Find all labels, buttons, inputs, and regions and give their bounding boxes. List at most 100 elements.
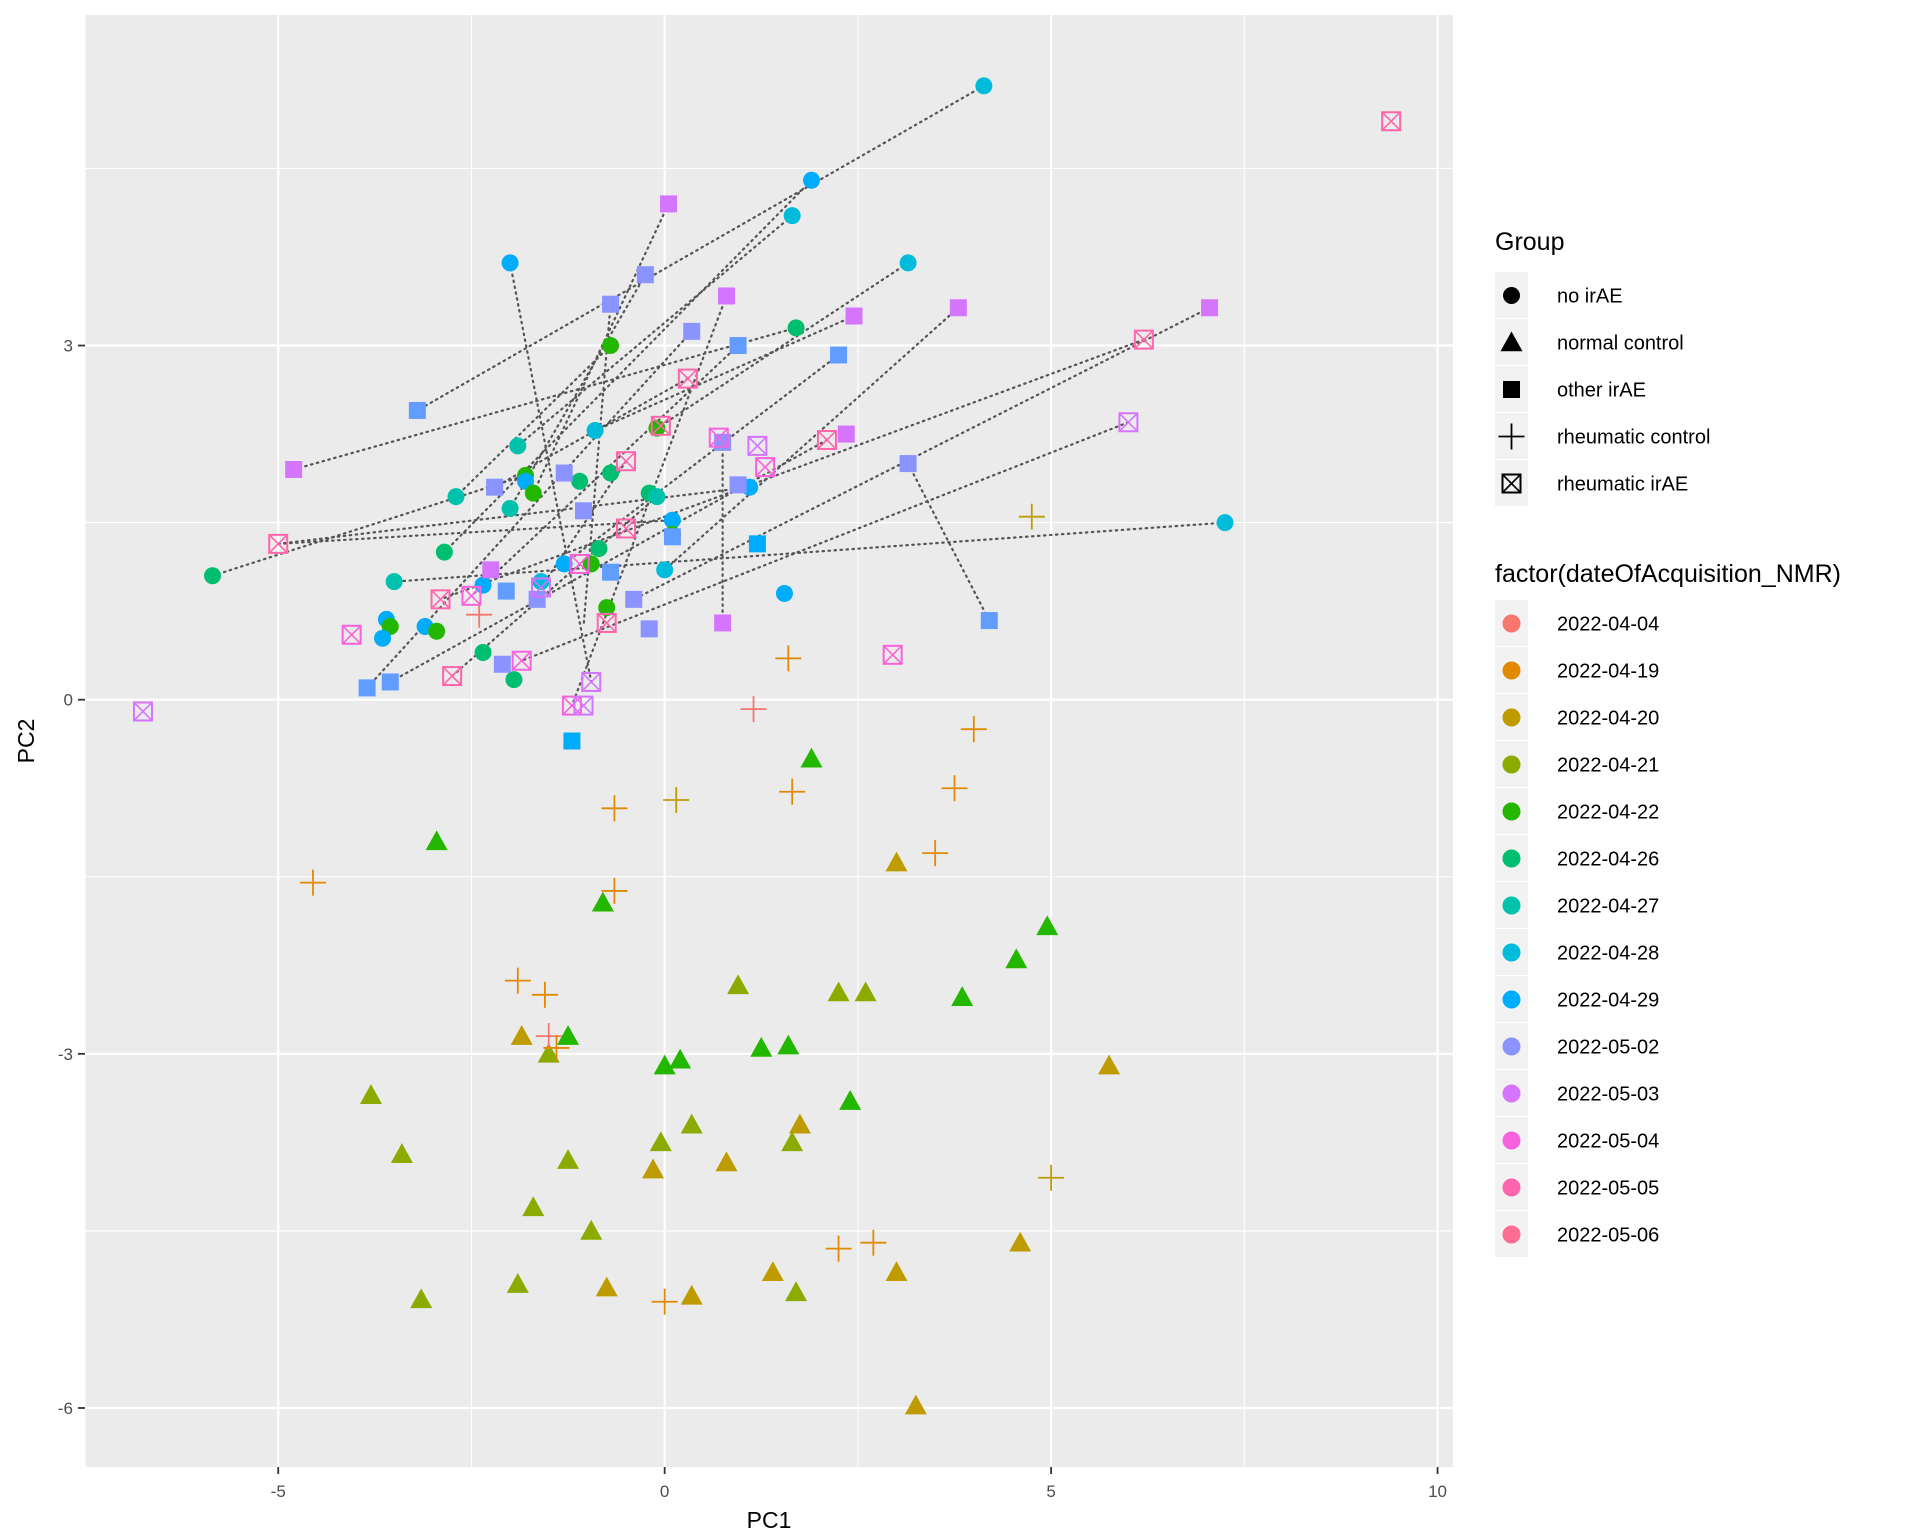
data-points (132, 77, 1402, 1415)
legend-color-label: 2022-04-04 (1557, 614, 1659, 636)
boxx-box (581, 671, 602, 692)
data-point (602, 295, 620, 313)
connection-line (570, 294, 728, 707)
boxx-diag2 (817, 430, 837, 450)
boxx-diag2 (570, 554, 590, 574)
data-point (557, 1025, 580, 1045)
boxx-diag2 (709, 428, 729, 448)
data-point (557, 1149, 580, 1169)
data-point (385, 573, 403, 591)
data-point (669, 1048, 692, 1069)
legend-color-swatch (1502, 1225, 1521, 1244)
boxx-box (755, 457, 776, 478)
data-point (602, 563, 620, 581)
boxx-diag2 (651, 416, 671, 436)
x-tick-label: -5 (271, 1482, 286, 1501)
data-point (204, 567, 222, 585)
data-point (591, 891, 614, 912)
data-point (1018, 503, 1045, 530)
data-point (717, 287, 735, 305)
data-point (648, 488, 666, 506)
boxx-box (816, 429, 837, 450)
data-point (390, 1143, 413, 1163)
data-point (410, 1288, 433, 1309)
boxx-diag2 (678, 369, 698, 389)
data-point (1201, 299, 1219, 317)
data-point (358, 679, 376, 697)
data-point (816, 429, 837, 450)
connection-line (454, 344, 612, 498)
data-point (839, 1090, 862, 1110)
legend-color-label: 2022-04-21 (1557, 755, 1659, 777)
data-point (1005, 948, 1028, 969)
x-tick-label: 5 (1046, 1482, 1055, 1501)
connection-line (663, 306, 960, 571)
data-point (601, 877, 628, 904)
data-point (649, 1131, 672, 1152)
legend-color-swatch (1502, 1178, 1521, 1197)
data-point (783, 207, 801, 225)
boxx-diag2 (581, 672, 601, 692)
data-point (381, 673, 399, 691)
boxx-box (616, 451, 637, 472)
boxx-diag2 (268, 534, 288, 554)
data-point (750, 1036, 773, 1057)
boxx-diag2 (1381, 111, 1401, 131)
connection-line (493, 377, 689, 489)
data-point (341, 624, 362, 645)
boxx-box (132, 701, 153, 722)
data-point (596, 612, 617, 633)
connection-line (277, 519, 674, 545)
data-point (563, 732, 581, 750)
data-point (729, 476, 747, 494)
legend-group-label: normal control (1557, 333, 1684, 355)
legend-group: Group no irAE normal control other irAE rheu… (1495, 228, 1710, 506)
data-point (663, 528, 681, 546)
data-point (650, 415, 671, 436)
data-point (575, 502, 593, 520)
data-point (825, 1235, 852, 1262)
boxx-box (1381, 111, 1402, 132)
legend-color-swatch (1502, 614, 1521, 633)
plot-panel (85, 15, 1453, 1467)
legend-color-swatch (1502, 708, 1521, 727)
boxx-diag2 (616, 518, 636, 539)
axes: -5 0 5 10 -6 -3 0 3 PC1 PC2 (13, 337, 1447, 1533)
legend-color-label: 2022-04-20 (1557, 708, 1659, 730)
legend-color-label: 2022-04-19 (1557, 661, 1659, 683)
data-point (785, 1281, 808, 1302)
legend-color-label: 2022-05-04 (1557, 1131, 1659, 1153)
data-point (787, 319, 805, 337)
data-point (447, 488, 465, 506)
data-point (680, 1113, 703, 1134)
boxx-box (569, 553, 590, 574)
data-point (531, 981, 558, 1008)
data-point (708, 427, 729, 448)
data-point (461, 585, 482, 606)
legend-color-swatch (1502, 849, 1521, 868)
boxx-diag2 (883, 645, 903, 665)
data-point (569, 553, 590, 574)
data-point (595, 1276, 618, 1297)
data-point (904, 1394, 927, 1415)
data-point (555, 464, 573, 482)
boxx-diag2 (531, 577, 551, 598)
legend-group-label: no irAE (1557, 286, 1623, 308)
legend-key-plus (1498, 423, 1525, 450)
boxx-diag2 (461, 586, 482, 606)
data-point (642, 1158, 665, 1179)
legend-color-swatch (1502, 755, 1521, 774)
data-point (677, 368, 698, 389)
boxx-diag2 (1501, 473, 1522, 494)
data-point (860, 1229, 887, 1256)
data-point (980, 612, 998, 630)
connection-line (416, 84, 985, 412)
data-point (616, 451, 637, 472)
data-point (636, 266, 654, 284)
connection-line (659, 261, 910, 427)
data-point (132, 701, 153, 722)
boxx-box (511, 650, 532, 671)
data-point (761, 1261, 784, 1282)
x-tick-label: 10 (1428, 1482, 1447, 1501)
